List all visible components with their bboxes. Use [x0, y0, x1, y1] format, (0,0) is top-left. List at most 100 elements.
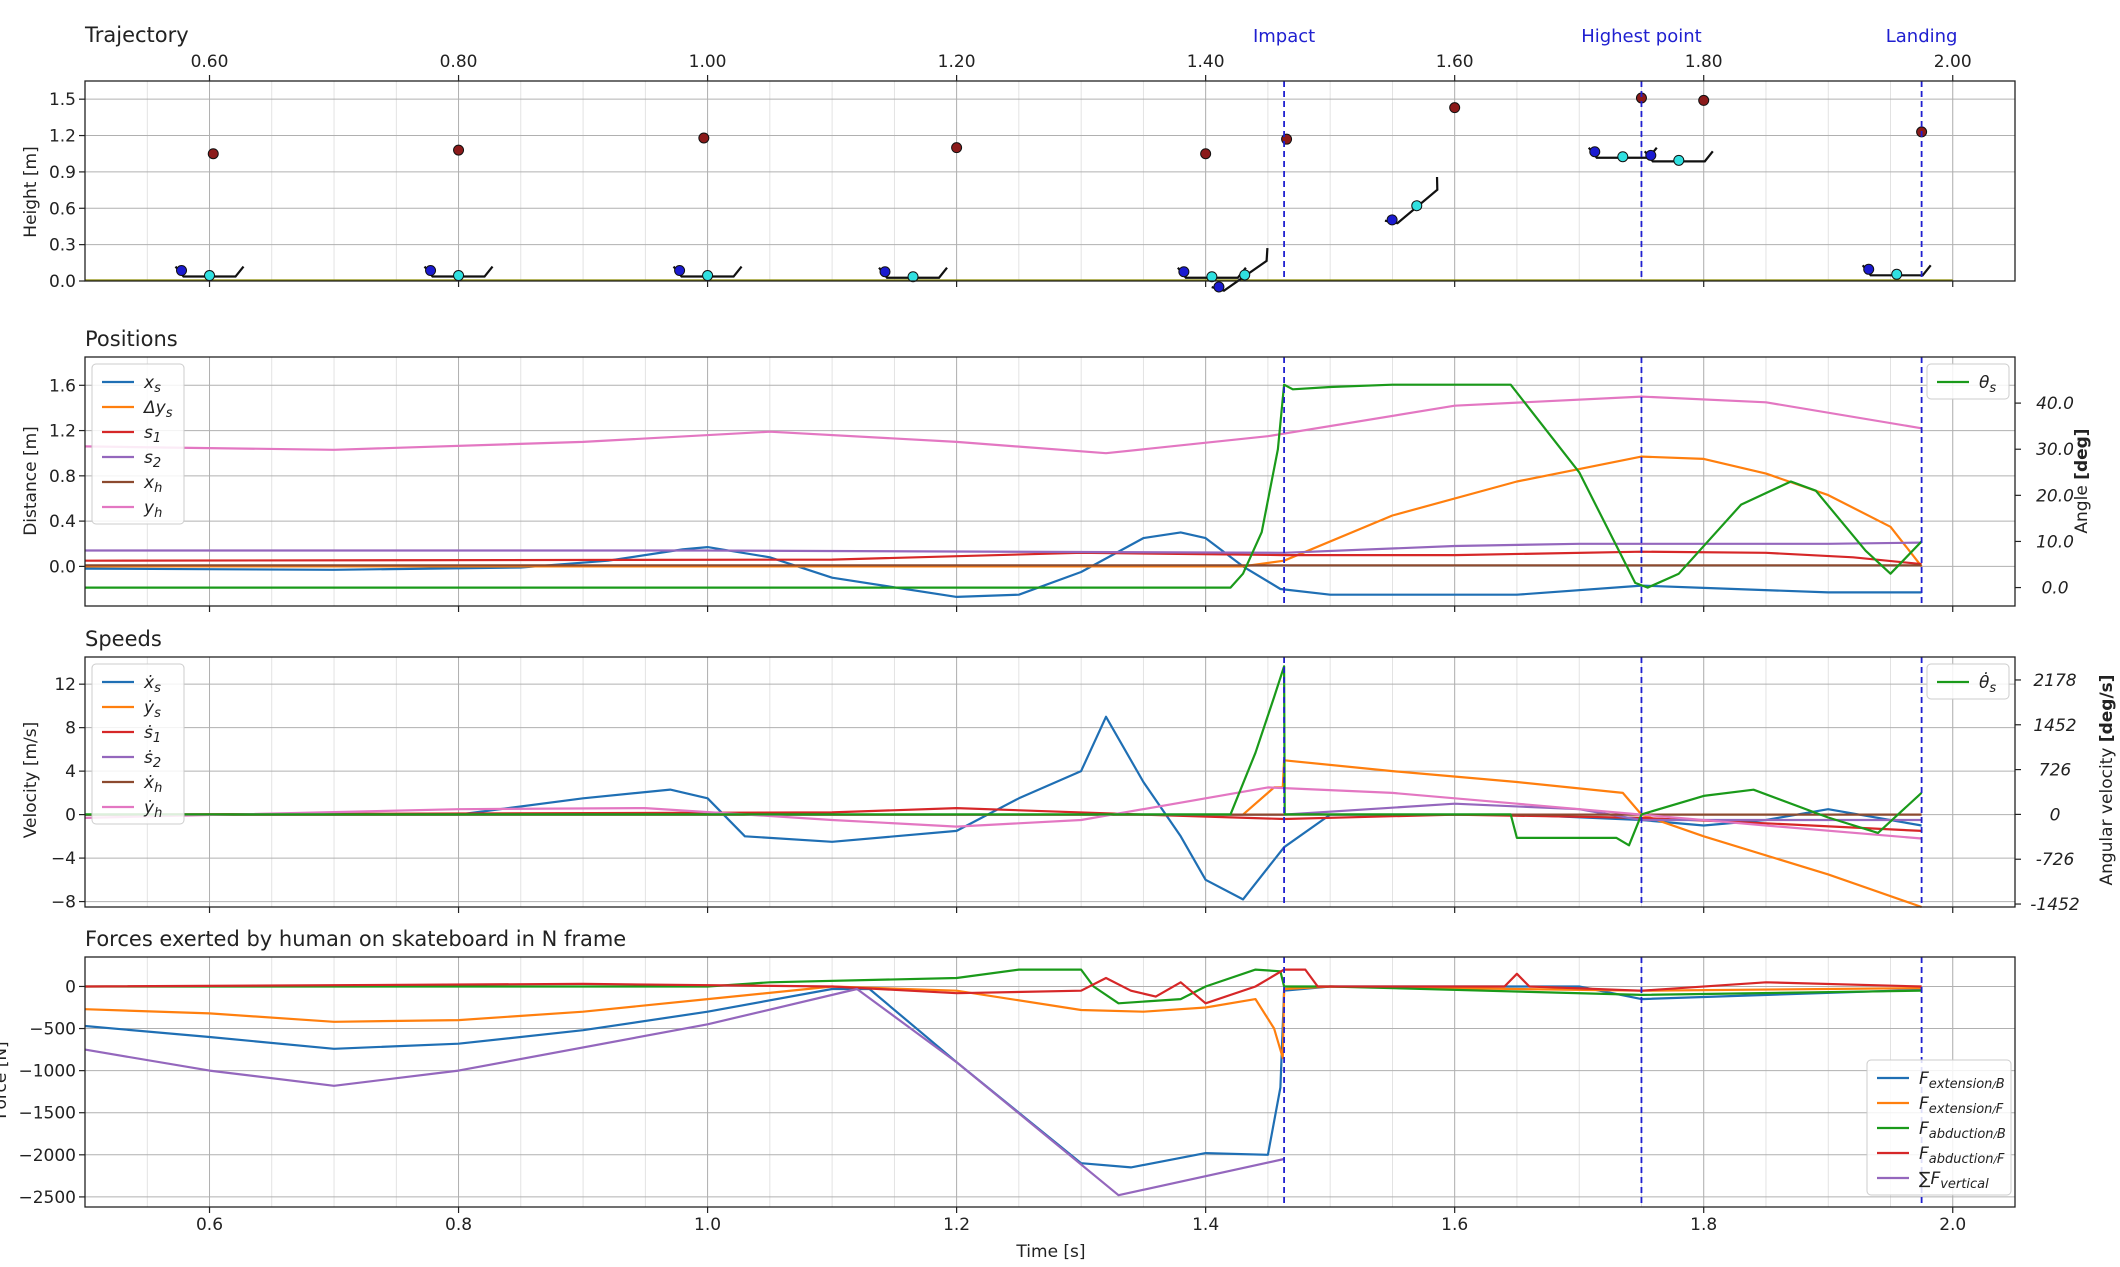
human-marker [1200, 148, 1212, 160]
y-tick-label: −8 [51, 893, 76, 913]
y2-tick-label: -726 [2036, 850, 2075, 870]
y-tick-label: −500 [29, 1020, 76, 1040]
top-x-tick-label: 1.80 [1685, 52, 1723, 72]
rear-foot-marker [1386, 214, 1398, 226]
ylabel-velocity: Velocity [m/s] [21, 722, 41, 839]
y2-tick-label: 40.0 [2036, 394, 2074, 414]
y2-tick-label: 10.0 [2036, 532, 2074, 552]
ylabel-height: Height [m] [21, 146, 41, 237]
y-tick-label: −2000 [18, 1146, 76, 1166]
y-tick-label: 0.6 [49, 199, 76, 219]
series-line [84, 968, 1922, 1005]
series-line [84, 550, 1922, 566]
legend-box [91, 363, 185, 525]
human-marker [698, 132, 710, 144]
rear-foot-marker [1213, 281, 1225, 293]
skateboard-marker [423, 265, 494, 282]
y2-tick-label: 20.0 [2036, 486, 2074, 506]
y2-tick-label: 726 [2039, 761, 2072, 781]
top-x-tick-label: 2.00 [1934, 52, 1972, 72]
series-line [85, 383, 1923, 589]
y-tick-label: 0.9 [49, 163, 76, 183]
ylabel-distance: Distance [m] [21, 426, 41, 536]
series-line [85, 968, 1922, 1005]
rear-foot-marker [674, 265, 686, 277]
panel-title-positions: Positions [85, 327, 178, 351]
series-line [85, 541, 1922, 554]
y-tick-label: 0.0 [49, 272, 76, 292]
front-foot-marker [1617, 151, 1629, 163]
rear-foot-marker [1178, 266, 1190, 278]
front-foot-marker [1206, 271, 1218, 283]
rear-foot-marker [879, 266, 891, 278]
skateboard-marker [1643, 149, 1714, 166]
y-tick-label: 4 [65, 762, 76, 782]
y2-tick-label: -1452 [2030, 895, 2079, 915]
series-line [85, 715, 1922, 901]
skateboard-marker [1384, 176, 1439, 226]
x-tick-label: 2.0 [1939, 1215, 1966, 1235]
x-tick-label: 1.0 [694, 1215, 721, 1235]
x-tick-label: 1.4 [1192, 1215, 1219, 1235]
x-tick-label: 0.8 [445, 1215, 472, 1235]
skateboard-marker [1861, 263, 1932, 280]
y-tick-label: 0.8 [49, 467, 76, 487]
y-tick-label: 0 [65, 806, 76, 826]
x-tick-label: 1.2 [943, 1215, 970, 1235]
front-foot-marker [1239, 269, 1251, 281]
front-foot-marker [1673, 154, 1685, 166]
top-x-tick-label: 0.80 [440, 52, 478, 72]
y2-tick-label: 0.0 [2041, 579, 2068, 599]
rear-foot-marker [1589, 146, 1601, 158]
skateboard-marker [878, 266, 948, 283]
panel-title-speeds: Speeds [85, 627, 162, 651]
series-line [84, 987, 1285, 1197]
series-line [85, 759, 1922, 909]
y-tick-label: 1.2 [49, 127, 76, 147]
panel-title-forces: Forces exerted by human on skateboard in… [85, 927, 626, 951]
skateboard-marker [174, 265, 245, 282]
human-marker [1698, 94, 1710, 106]
top-x-tick-label: 1.20 [938, 52, 976, 72]
y-tick-label: 1.5 [49, 90, 76, 110]
rear-foot-marker [425, 265, 437, 277]
y2-tick-label: 1452 [2033, 716, 2076, 736]
front-foot-marker [907, 271, 919, 283]
series-line [84, 985, 1922, 1060]
rear-foot-marker [176, 265, 188, 277]
y2-tick-label: 0 [2050, 805, 2061, 825]
xlabel-time: Time [s] [1015, 1242, 1085, 1262]
top-x-tick-label: 1.00 [689, 52, 727, 72]
axes-frame [84, 356, 2016, 607]
ylabel-force: Force [N] [0, 1041, 11, 1118]
y-tick-label: 0.4 [49, 512, 76, 532]
y-tick-label: −1500 [18, 1104, 76, 1124]
y-tick-label: −1000 [18, 1062, 76, 1082]
x-tick-label: 1.8 [1690, 1215, 1717, 1235]
x-tick-label: 1.6 [1441, 1215, 1468, 1235]
y-tick-label: 0.0 [49, 557, 76, 577]
ylabel-angle: Angle [deg] [2072, 428, 2092, 533]
event-label: Highest point [1581, 26, 1702, 47]
y-tick-label: 12 [54, 675, 76, 695]
front-foot-marker [702, 270, 714, 282]
human-marker [951, 142, 963, 154]
axes-frame [84, 80, 2016, 282]
top-x-tick-label: 1.60 [1436, 52, 1474, 72]
x-tick-label: 0.6 [196, 1215, 223, 1235]
y-tick-label: 0 [65, 977, 76, 997]
axes-frame [84, 656, 2016, 908]
series-line [85, 665, 1923, 847]
panel-title-trajectory: Trajectory [84, 23, 189, 47]
ylabel-angular-velocity: Angular velocity [deg/s] [2097, 674, 2117, 885]
front-foot-marker [204, 270, 216, 282]
front-foot-marker [1891, 268, 1903, 280]
series-line [84, 531, 1922, 599]
human-marker [1449, 102, 1461, 114]
y-tick-label: 8 [65, 719, 76, 739]
rear-foot-marker [1863, 263, 1875, 275]
rear-foot-marker [1645, 149, 1657, 161]
series-line [84, 395, 1922, 455]
axes-frame [84, 956, 2016, 1208]
